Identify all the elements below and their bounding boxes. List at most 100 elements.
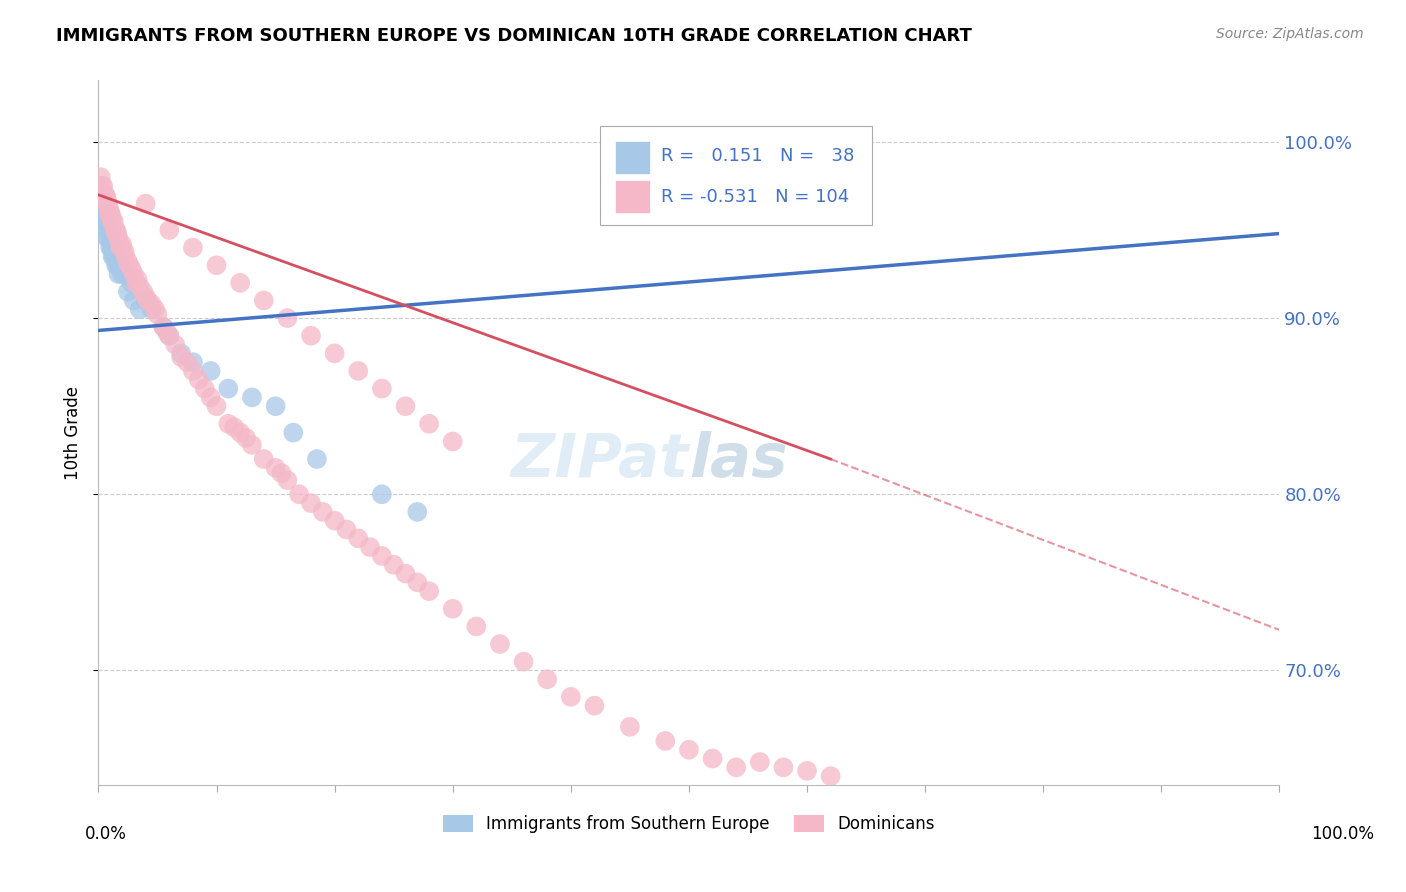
- Point: [136, 293, 159, 308]
- Point: [678, 743, 700, 757]
- Point: [270, 466, 292, 480]
- Point: [748, 755, 770, 769]
- Point: [97, 232, 120, 246]
- Point: [418, 584, 440, 599]
- Point: [96, 223, 118, 237]
- Point: [121, 261, 143, 276]
- Text: 0.0%: 0.0%: [84, 825, 127, 843]
- Point: [276, 473, 298, 487]
- Point: [111, 237, 134, 252]
- Point: [406, 505, 429, 519]
- Point: [323, 514, 346, 528]
- Point: [108, 237, 131, 252]
- Point: [253, 452, 276, 467]
- Point: [94, 187, 117, 202]
- Point: [93, 214, 115, 228]
- Point: [489, 637, 512, 651]
- Point: [128, 279, 150, 293]
- Point: [157, 328, 180, 343]
- Point: [98, 232, 121, 246]
- Point: [103, 249, 125, 263]
- Point: [224, 420, 246, 434]
- Point: [796, 764, 818, 778]
- Point: [111, 267, 134, 281]
- Text: Source: ZipAtlas.com: Source: ZipAtlas.com: [1216, 27, 1364, 41]
- Point: [170, 346, 193, 360]
- Point: [382, 558, 405, 572]
- Point: [117, 285, 139, 299]
- Point: [276, 311, 298, 326]
- Point: [465, 619, 488, 633]
- Point: [240, 391, 263, 405]
- Point: [253, 293, 276, 308]
- Point: [132, 285, 155, 299]
- Point: [217, 382, 239, 396]
- Point: [305, 452, 328, 467]
- Point: [187, 373, 209, 387]
- Point: [103, 219, 125, 234]
- Point: [181, 364, 204, 378]
- Point: [394, 399, 416, 413]
- Point: [441, 602, 464, 616]
- Point: [100, 209, 122, 223]
- Point: [98, 232, 121, 246]
- Point: [98, 202, 121, 216]
- Point: [347, 532, 370, 546]
- Point: [111, 241, 134, 255]
- Point: [560, 690, 582, 704]
- Text: 100.0%: 100.0%: [1312, 825, 1374, 843]
- Point: [122, 293, 145, 308]
- Point: [98, 241, 121, 255]
- Point: [165, 337, 187, 351]
- Point: [98, 205, 121, 219]
- Text: ZIPat: ZIPat: [510, 432, 689, 491]
- Point: [97, 196, 120, 211]
- Point: [229, 276, 252, 290]
- Point: [176, 355, 198, 369]
- Point: [441, 434, 464, 449]
- Point: [122, 267, 145, 281]
- Text: R =   0.151   N =   38: R = 0.151 N = 38: [661, 147, 853, 165]
- Point: [93, 187, 115, 202]
- Point: [264, 399, 287, 413]
- Point: [101, 214, 124, 228]
- Point: [135, 196, 157, 211]
- Point: [200, 391, 222, 405]
- Point: [157, 328, 180, 343]
- Point: [157, 223, 180, 237]
- Point: [170, 350, 193, 364]
- FancyBboxPatch shape: [614, 180, 650, 213]
- Point: [299, 328, 322, 343]
- Point: [105, 258, 128, 272]
- Point: [359, 540, 381, 554]
- Point: [91, 178, 114, 194]
- Point: [121, 276, 143, 290]
- Point: [105, 227, 128, 241]
- Point: [235, 431, 257, 445]
- Point: [702, 751, 724, 765]
- Point: [93, 191, 115, 205]
- Point: [110, 241, 132, 255]
- Point: [107, 267, 129, 281]
- Point: [105, 227, 128, 241]
- Point: [229, 425, 252, 440]
- Point: [128, 302, 150, 317]
- Point: [264, 461, 287, 475]
- Point: [583, 698, 606, 713]
- Point: [143, 302, 166, 317]
- Point: [104, 249, 127, 263]
- Point: [152, 319, 174, 334]
- Point: [418, 417, 440, 431]
- Text: R = -0.531   N = 104: R = -0.531 N = 104: [661, 187, 849, 205]
- Point: [135, 293, 157, 308]
- Point: [725, 760, 748, 774]
- Point: [217, 417, 239, 431]
- Point: [91, 205, 114, 219]
- Point: [105, 223, 128, 237]
- Point: [98, 209, 121, 223]
- Point: [112, 244, 135, 259]
- Point: [97, 223, 120, 237]
- Point: [394, 566, 416, 581]
- Point: [205, 258, 228, 272]
- Point: [118, 258, 141, 272]
